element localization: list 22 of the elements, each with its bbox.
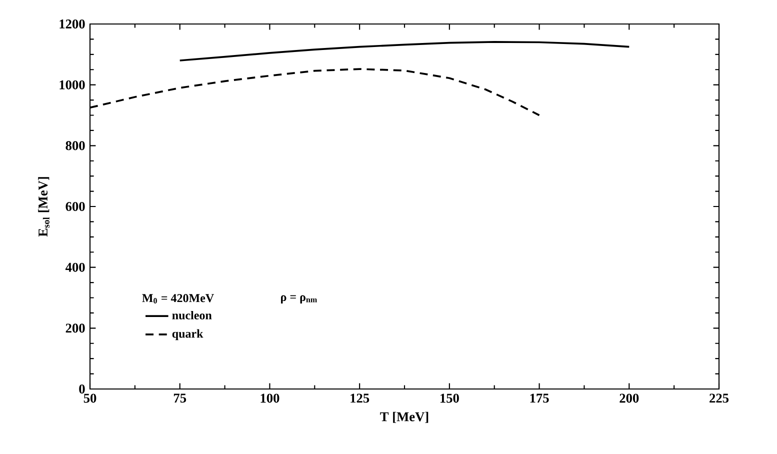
x-tick-label: 150 xyxy=(440,394,459,403)
x-tick-label: 225 xyxy=(710,394,729,403)
x-tick-label: 100 xyxy=(260,394,280,403)
y-tick-label: 0 xyxy=(79,384,85,394)
y-tick-label: 1000 xyxy=(60,80,85,90)
x-axis-title: T [MeV] xyxy=(380,412,428,423)
x-tick-label: 50 xyxy=(84,394,96,403)
legend-label: quark xyxy=(172,329,204,340)
x-tick-label: 125 xyxy=(350,394,370,403)
y-tick-label: 400 xyxy=(65,262,85,272)
y-tick-label: 600 xyxy=(66,202,85,211)
x-tick-label: 75 xyxy=(174,394,186,403)
annotation: ρ = ρ$_{nm}$ xyxy=(281,295,317,304)
annotation: M$_{0}$ = 420MeV xyxy=(142,294,214,304)
y-axis-title: E$_{sol}$ [MeV] xyxy=(38,177,50,237)
y-tick-label: 200 xyxy=(66,324,85,333)
y-tick-label: 1200 xyxy=(60,20,85,28)
x-tick-label: 200 xyxy=(620,394,639,403)
legend-label: nucleon xyxy=(172,310,212,320)
x-tick-label: 175 xyxy=(530,394,549,403)
line-series xyxy=(178,41,630,62)
y-tick-label: 800 xyxy=(66,141,85,150)
